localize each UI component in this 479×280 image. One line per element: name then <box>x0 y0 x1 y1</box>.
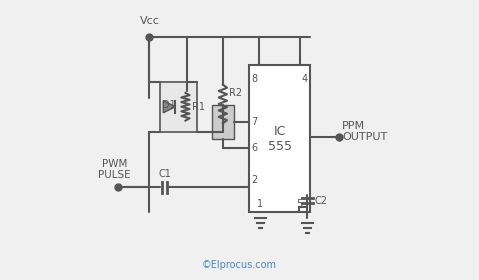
Text: C2: C2 <box>314 196 327 206</box>
Text: 2: 2 <box>251 175 258 185</box>
Text: D1: D1 <box>162 100 176 110</box>
Text: 8: 8 <box>251 74 258 84</box>
Text: 1: 1 <box>257 199 263 209</box>
Text: ©Elprocus.com: ©Elprocus.com <box>202 260 277 270</box>
Text: 4: 4 <box>302 74 308 84</box>
Text: 6: 6 <box>251 143 258 153</box>
Text: R2: R2 <box>229 88 242 98</box>
Text: C1: C1 <box>158 169 171 179</box>
Text: 5: 5 <box>296 199 302 209</box>
Text: R1: R1 <box>192 102 205 112</box>
Text: PWM
PULSE: PWM PULSE <box>99 158 131 180</box>
Text: IC
555: IC 555 <box>268 125 292 153</box>
Polygon shape <box>163 101 175 113</box>
Text: Vcc: Vcc <box>139 16 160 26</box>
Bar <box>160 82 196 132</box>
Bar <box>249 65 310 212</box>
Text: PPM
OUTPUT: PPM OUTPUT <box>342 121 388 143</box>
Bar <box>212 105 234 139</box>
Text: 7: 7 <box>251 117 258 127</box>
